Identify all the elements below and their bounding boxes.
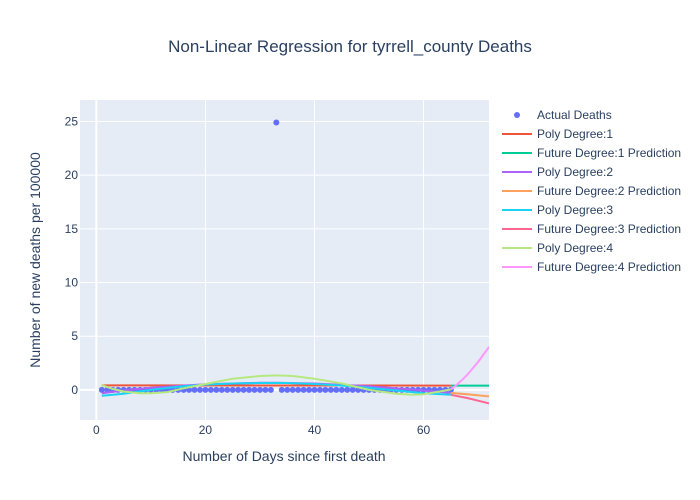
legend-label: Poly Degree:3 xyxy=(537,203,613,217)
y-tick-label: 20 xyxy=(65,168,79,182)
poly-degree-3-line xyxy=(101,382,451,397)
legend-item-poly-degree-1[interactable]: Poly Degree:1 xyxy=(502,127,613,141)
y-tick-label: 15 xyxy=(65,222,79,236)
legend-label: Future Degree:2 Prediction xyxy=(537,184,681,198)
legend-item-future-degree-2-prediction[interactable]: Future Degree:2 Prediction xyxy=(502,184,681,198)
y-tick-label: 5 xyxy=(71,329,78,343)
y-tick-labels: 0 5 10 15 20 25 xyxy=(65,114,79,396)
actual-deaths-point xyxy=(267,386,274,393)
actual-deaths-point xyxy=(202,386,209,393)
legend-item-poly-degree-4[interactable]: Poly Degree:4 xyxy=(502,241,613,255)
legend-item-future-degree-1-prediction[interactable]: Future Degree:1 Prediction xyxy=(502,146,681,160)
actual-deaths-point xyxy=(213,386,220,393)
actual-deaths-point xyxy=(229,386,236,393)
legend-marker xyxy=(514,112,520,118)
actual-deaths-point xyxy=(311,386,318,393)
actual-deaths-point xyxy=(196,386,203,393)
actual-deaths-point xyxy=(333,386,340,393)
legend-item-future-degree-4-prediction[interactable]: Future Degree:4 Prediction xyxy=(502,260,681,274)
actual-deaths-point xyxy=(322,386,329,393)
future-degree-4-prediction-line xyxy=(450,346,489,391)
legend-item-poly-degree-2[interactable]: Poly Degree:2 xyxy=(502,165,613,179)
x-tick-label: 40 xyxy=(308,423,322,437)
actual-deaths-point xyxy=(273,119,280,126)
actual-deaths-point xyxy=(295,386,302,393)
actual-deaths-point xyxy=(278,386,285,393)
legend-item-future-degree-3-prediction[interactable]: Future Degree:3 Prediction xyxy=(502,222,681,236)
series-layer xyxy=(98,119,489,405)
actual-deaths-point xyxy=(306,386,313,393)
legend: Actual Deaths Poly Degree:1 Future Degree:… xyxy=(502,108,681,274)
actual-deaths-point xyxy=(284,386,291,393)
x-tick-label: 0 xyxy=(93,423,100,437)
legend-label: Poly Degree:2 xyxy=(537,165,613,179)
x-tick-label: 60 xyxy=(417,423,431,437)
x-tick-label: 20 xyxy=(199,423,213,437)
actual-deaths-point xyxy=(256,386,263,393)
actual-deaths-point xyxy=(224,386,231,393)
legend-label: Future Degree:4 Prediction xyxy=(537,260,681,274)
legend-label: Actual Deaths xyxy=(537,108,612,122)
actual-deaths-point xyxy=(207,386,214,393)
x-tick-labels: 0 20 40 60 xyxy=(93,423,431,437)
y-axis-title: Number of new deaths per 100000 xyxy=(27,152,43,368)
actual-deaths-point xyxy=(316,386,323,393)
future-degree-3-prediction-line xyxy=(450,393,489,405)
y-tick-label: 10 xyxy=(65,276,79,290)
future-degree-2-prediction-line xyxy=(450,391,489,398)
plot-area xyxy=(80,100,489,420)
x-axis-title: Number of Days since first death xyxy=(182,448,385,464)
legend-label: Poly Degree:4 xyxy=(537,241,613,255)
y-tick-label: 0 xyxy=(71,383,78,397)
actual-deaths-point xyxy=(246,386,253,393)
actual-deaths-point xyxy=(327,386,334,393)
actual-deaths-point xyxy=(235,386,242,393)
y-tick-label: 25 xyxy=(65,114,79,128)
actual-deaths-point xyxy=(218,386,225,393)
actual-deaths-point xyxy=(251,386,258,393)
actual-deaths-point xyxy=(98,386,105,393)
legend-item-poly-degree-3[interactable]: Poly Degree:3 xyxy=(502,203,613,217)
actual-deaths-point xyxy=(300,386,307,393)
actual-deaths-point xyxy=(349,386,356,393)
actual-deaths-point xyxy=(262,386,269,393)
actual-deaths-point xyxy=(289,386,296,393)
legend-label: Poly Degree:1 xyxy=(537,127,613,141)
legend-item-actual-deaths[interactable]: Actual Deaths xyxy=(514,108,612,122)
legend-label: Future Degree:1 Prediction xyxy=(537,146,681,160)
chart-title: Non-Linear Regression for tyrrell_county… xyxy=(168,37,532,56)
poly-degree-4-line xyxy=(101,374,451,396)
legend-label: Future Degree:3 Prediction xyxy=(537,222,681,236)
actual-deaths-point xyxy=(191,386,198,393)
actual-deaths-point xyxy=(338,386,345,393)
actual-deaths-point xyxy=(240,386,247,393)
actual-deaths-point xyxy=(344,386,351,393)
